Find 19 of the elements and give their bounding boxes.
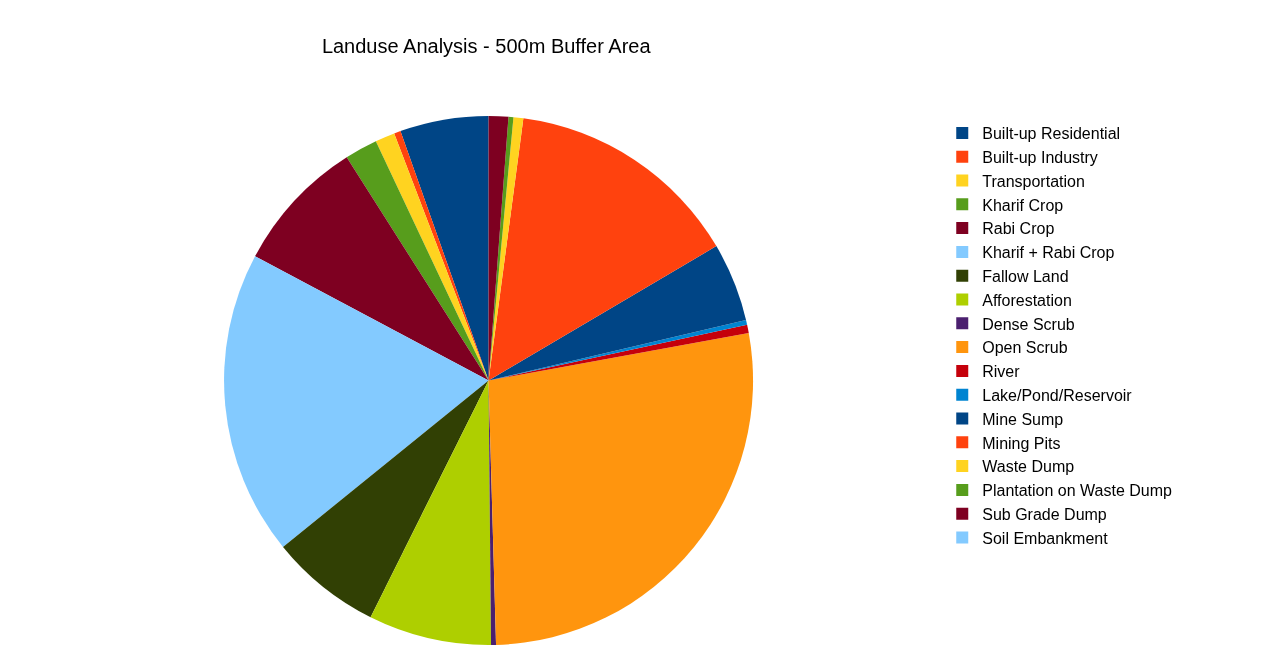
legend-label: Open Scrub [982, 339, 1068, 357]
legend-label: Fallow Land [982, 267, 1069, 285]
legend-label: Sub Grade Dump [982, 505, 1107, 523]
legend-label: Afforestation [982, 291, 1072, 309]
legend-label: Soil Embankment [982, 529, 1109, 547]
legend-label: Kharif Crop [982, 196, 1064, 214]
legend-label: Lake/Pond/Reservoir [982, 386, 1133, 404]
legend-label: Mining Pits [982, 434, 1061, 452]
legend-label: Kharif + Rabi Crop [982, 244, 1115, 262]
legend-label: Transportation [982, 172, 1085, 190]
legend-label: Plantation on Waste Dump [982, 482, 1173, 500]
chart-title: Landuse Analysis - 500m Buffer Area [321, 35, 652, 58]
legend-label: Dense Scrub [982, 315, 1075, 333]
legend-label: River [982, 363, 1021, 381]
legend-label: Built-up Industry [982, 148, 1098, 166]
legend-label: Rabi Crop [982, 220, 1055, 238]
legend-label: Waste Dump [982, 458, 1075, 476]
legend-label: Built-up Residential [982, 125, 1121, 143]
legend-label: Mine Sump [982, 410, 1064, 428]
